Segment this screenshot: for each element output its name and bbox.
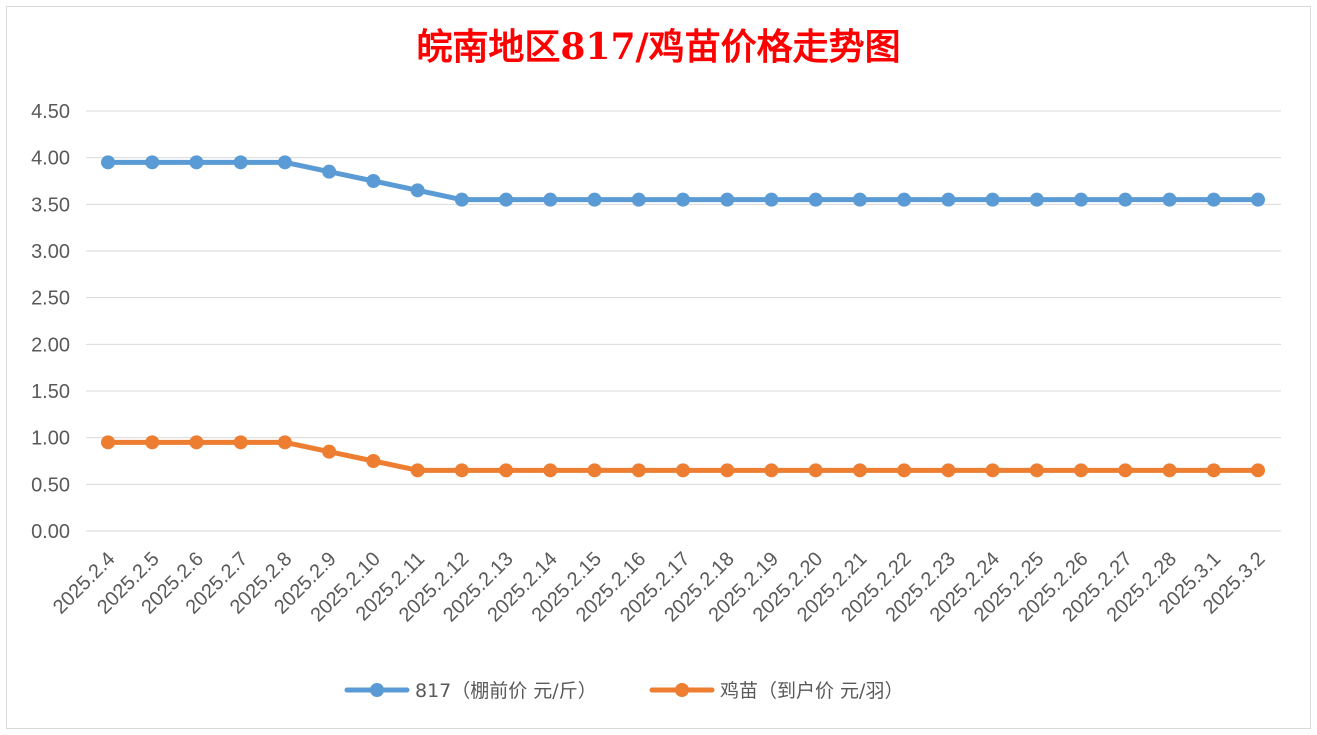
data-point xyxy=(985,463,1000,478)
data-point xyxy=(543,192,558,207)
data-point xyxy=(852,192,867,207)
data-point xyxy=(808,192,823,207)
y-tick-label: 1.50 xyxy=(31,381,70,403)
y-tick-label: 0.00 xyxy=(31,521,70,543)
data-point xyxy=(808,463,823,478)
data-point xyxy=(676,192,690,207)
series-1 xyxy=(101,155,1265,207)
data-point xyxy=(1029,192,1044,207)
data-point xyxy=(587,192,602,207)
data-point xyxy=(676,463,690,478)
data-point xyxy=(277,435,292,450)
data-point xyxy=(366,174,381,188)
data-point xyxy=(322,444,337,459)
data-point xyxy=(410,463,425,478)
data-point xyxy=(720,463,735,478)
y-axis-ticks: 0.00 0.50 1.00 1.50 2.00 2.50 3.00 3.50 4.00 4.50 xyxy=(31,101,70,543)
data-point xyxy=(1162,192,1177,207)
data-point xyxy=(233,155,248,170)
gridlines xyxy=(86,110,1281,532)
data-point xyxy=(1206,192,1221,207)
data-point xyxy=(587,463,602,478)
legend-label: 817（棚前价 元/斤） xyxy=(415,680,597,702)
y-tick-label: 4.00 xyxy=(31,148,70,170)
data-point xyxy=(1251,463,1265,478)
data-point xyxy=(720,192,735,207)
data-point xyxy=(764,192,779,207)
legend-label: 鸡苗（到户价 元/羽） xyxy=(720,680,903,702)
y-tick-label: 3.50 xyxy=(31,194,70,216)
series-2 xyxy=(101,435,1265,478)
y-tick-label: 4.50 xyxy=(31,101,70,123)
data-point xyxy=(189,435,204,450)
data-point xyxy=(941,463,956,478)
data-point xyxy=(1074,463,1089,478)
data-point xyxy=(454,463,469,478)
y-tick-label: 2.50 xyxy=(31,288,70,310)
data-point xyxy=(543,463,558,478)
data-point xyxy=(1074,192,1089,207)
data-point xyxy=(101,155,115,170)
data-point xyxy=(985,192,1000,207)
legend: 817（棚前价 元/斤） 鸡苗（到户价 元/羽） xyxy=(344,680,903,702)
data-point xyxy=(631,192,646,207)
data-point xyxy=(897,463,912,478)
data-point xyxy=(852,463,867,478)
data-point xyxy=(410,183,425,198)
data-point xyxy=(1162,463,1177,478)
legend-marker xyxy=(675,683,689,697)
data-point xyxy=(1118,192,1133,207)
data-point xyxy=(366,454,381,468)
data-point xyxy=(499,463,514,478)
data-point xyxy=(101,435,115,450)
y-tick-label: 1.00 xyxy=(31,428,70,450)
x-axis-ticks: 2025.2.42025.2.52025.2.62025.2.72025.2.8… xyxy=(49,548,1270,626)
data-point xyxy=(764,463,779,478)
data-point xyxy=(631,463,646,478)
data-point xyxy=(897,192,912,207)
data-point xyxy=(145,435,160,450)
chart-title: 皖南地区817/鸡苗价格走势图 xyxy=(416,26,901,68)
y-tick-label: 3.00 xyxy=(31,241,70,263)
legend-marker xyxy=(370,683,384,697)
data-point xyxy=(189,155,204,170)
y-tick-label: 0.50 xyxy=(31,474,70,496)
data-point xyxy=(1206,463,1221,478)
data-point xyxy=(322,164,337,179)
data-point xyxy=(1118,463,1133,478)
data-point xyxy=(1251,192,1265,207)
data-point xyxy=(1029,463,1044,478)
y-tick-label: 2.00 xyxy=(31,334,70,356)
chart-frame xyxy=(6,6,1311,729)
data-point xyxy=(454,192,469,207)
data-point xyxy=(277,155,292,170)
data-point xyxy=(941,192,956,207)
data-point xyxy=(499,192,514,207)
data-point xyxy=(145,155,160,170)
data-point xyxy=(233,435,248,450)
